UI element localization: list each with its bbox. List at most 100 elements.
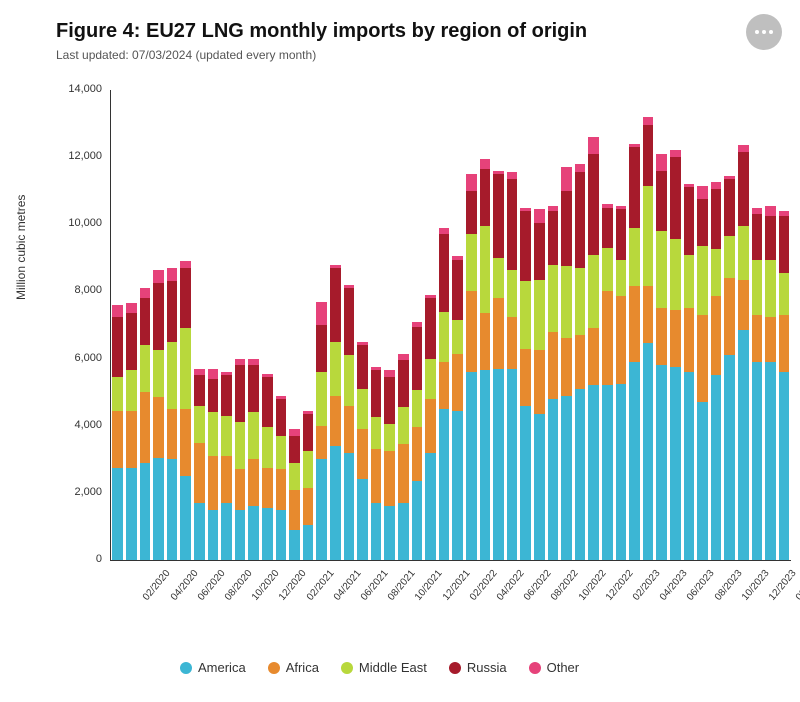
bar-segment bbox=[466, 191, 477, 235]
bar-segment bbox=[235, 422, 246, 469]
bar-segment bbox=[779, 273, 790, 315]
bar-segment bbox=[425, 298, 436, 358]
bar-segment bbox=[643, 125, 654, 185]
bar-segment bbox=[452, 411, 463, 560]
bar-segment bbox=[153, 350, 164, 397]
bar-segment bbox=[711, 182, 722, 189]
bar-segment bbox=[616, 206, 627, 209]
bar-segment bbox=[724, 179, 735, 236]
legend-label: America bbox=[198, 660, 246, 675]
bar-segment bbox=[466, 234, 477, 291]
more-options-button[interactable] bbox=[746, 14, 782, 50]
bar-segment bbox=[384, 424, 395, 451]
bar-column bbox=[724, 176, 735, 560]
bar-segment bbox=[452, 260, 463, 320]
bar-segment bbox=[371, 417, 382, 449]
bar-segment bbox=[330, 342, 341, 396]
bar-segment bbox=[289, 463, 300, 490]
bar-segment bbox=[765, 216, 776, 260]
bar-segment bbox=[140, 288, 151, 298]
x-tick-label: 10/2020 bbox=[250, 568, 282, 603]
bar-segment bbox=[221, 503, 232, 560]
bar-segment bbox=[711, 375, 722, 560]
bar-segment bbox=[520, 406, 531, 560]
bar-segment bbox=[412, 322, 423, 327]
bar-segment bbox=[588, 154, 599, 255]
x-tick-label: 06/2021 bbox=[359, 568, 391, 603]
bar-segment bbox=[398, 503, 409, 560]
bar-segment bbox=[140, 392, 151, 463]
bar-segment bbox=[765, 206, 776, 216]
x-tick-label: 04/2022 bbox=[495, 568, 527, 603]
bar-segment bbox=[724, 278, 735, 355]
bar-column bbox=[425, 295, 436, 560]
bar-segment bbox=[779, 372, 790, 560]
x-tick-label: 02/2021 bbox=[305, 568, 337, 603]
x-tick-label: 06/2022 bbox=[522, 568, 554, 603]
bar-segment bbox=[439, 409, 450, 560]
bar-segment bbox=[316, 372, 327, 426]
bar-segment bbox=[439, 362, 450, 409]
bar-segment bbox=[153, 458, 164, 560]
chart-legend: AmericaAfricaMiddle EastRussiaOther bbox=[180, 660, 579, 675]
bar-segment bbox=[520, 349, 531, 406]
bar-segment bbox=[221, 372, 232, 375]
bar-column bbox=[398, 354, 409, 560]
y-tick-label: 12,000 bbox=[56, 150, 102, 162]
legend-label: Middle East bbox=[359, 660, 427, 675]
bar-segment bbox=[276, 510, 287, 560]
chart-title: Figure 4: EU27 LNG monthly imports by re… bbox=[56, 20, 587, 43]
bar-segment bbox=[561, 167, 572, 191]
bar-column bbox=[180, 261, 191, 560]
bar-column bbox=[507, 172, 518, 560]
bar-segment bbox=[656, 308, 667, 365]
bar-segment bbox=[466, 174, 477, 191]
x-tick-label: 04/2023 bbox=[658, 568, 690, 603]
bar-column bbox=[779, 211, 790, 560]
bar-segment bbox=[520, 208, 531, 211]
legend-swatch-icon bbox=[341, 662, 353, 674]
bar-segment bbox=[112, 377, 123, 411]
bar-segment bbox=[548, 399, 559, 560]
bar-segment bbox=[711, 249, 722, 296]
bar-segment bbox=[262, 427, 273, 467]
bar-column bbox=[235, 359, 246, 560]
legend-item: Africa bbox=[268, 660, 319, 675]
bar-segment bbox=[330, 446, 341, 560]
bar-segment bbox=[357, 345, 368, 389]
bar-segment bbox=[534, 223, 545, 280]
x-tick-label: 02/2023 bbox=[631, 568, 663, 603]
y-tick-label: 6,000 bbox=[56, 352, 102, 364]
x-tick-label: 04/2021 bbox=[332, 568, 364, 603]
bar-column bbox=[452, 256, 463, 560]
bar-segment bbox=[602, 291, 613, 385]
bar-segment bbox=[398, 354, 409, 361]
bar-column bbox=[493, 171, 504, 560]
bar-column bbox=[588, 137, 599, 560]
bar-segment bbox=[289, 490, 300, 530]
bar-segment bbox=[480, 370, 491, 560]
bar-segment bbox=[330, 396, 341, 446]
bar-segment bbox=[616, 260, 627, 297]
bar-segment bbox=[371, 370, 382, 417]
bar-segment bbox=[208, 510, 219, 560]
bar-column bbox=[520, 208, 531, 561]
bar-segment bbox=[248, 359, 259, 366]
bar-column bbox=[303, 411, 314, 560]
bar-segment bbox=[371, 449, 382, 503]
bar-segment bbox=[398, 407, 409, 444]
bar-segment bbox=[711, 189, 722, 249]
bar-segment bbox=[575, 389, 586, 560]
x-tick-label: 10/2021 bbox=[413, 568, 445, 603]
x-tick-label: 04/2020 bbox=[169, 568, 201, 603]
bar-column bbox=[371, 367, 382, 560]
bar-segment bbox=[194, 503, 205, 560]
page-root: Figure 4: EU27 LNG monthly imports by re… bbox=[0, 0, 800, 702]
legend-label: Africa bbox=[286, 660, 319, 675]
bar-segment bbox=[344, 285, 355, 288]
bar-segment bbox=[602, 248, 613, 292]
bar-segment bbox=[629, 228, 640, 287]
bar-segment bbox=[697, 402, 708, 560]
bar-segment bbox=[235, 359, 246, 366]
bar-segment bbox=[561, 191, 572, 267]
